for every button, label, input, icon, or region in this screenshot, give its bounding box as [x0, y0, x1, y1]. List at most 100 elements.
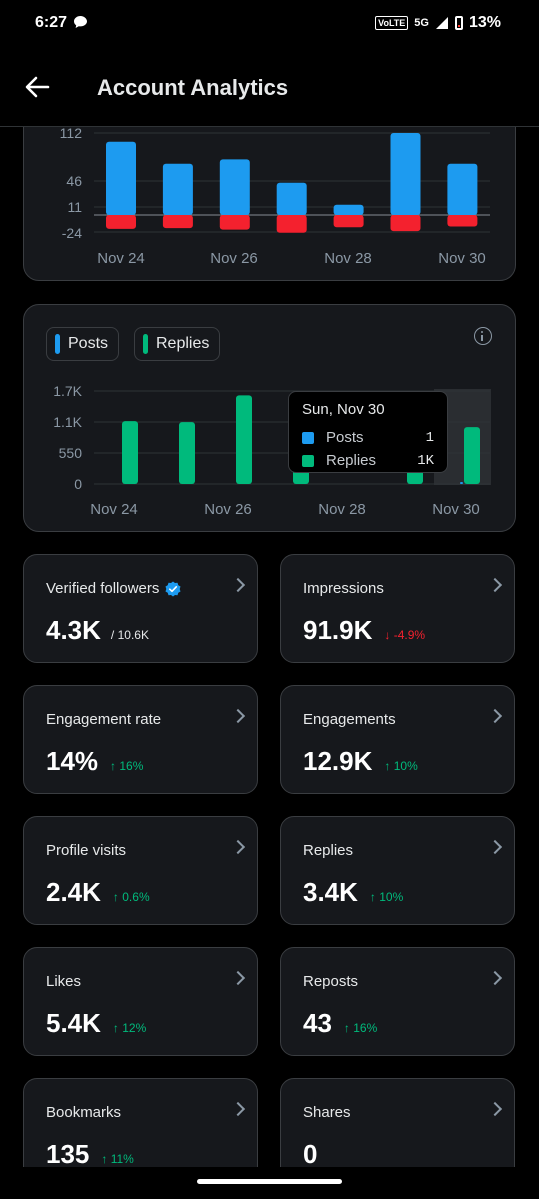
replies-bar — [122, 421, 138, 484]
metric-label: Profile visits — [46, 842, 127, 859]
metric-delta: ↑ 0.6% — [112, 890, 150, 904]
metric-value-row: 135 ↑ 11% — [46, 1139, 134, 1170]
app-bar: Account Analytics — [0, 48, 539, 127]
chevron-right-icon — [487, 1101, 503, 1117]
metric-value-row: 91.9K ↓ -4.9% — [303, 615, 425, 646]
x-tick-nov28: Nov 28 — [324, 250, 372, 267]
tooltip-replies-label: Replies — [326, 452, 377, 469]
metric-value-row: 4.3K / 10.6K — [46, 615, 149, 646]
metric-sub-value: / 10.6K — [110, 628, 149, 642]
posts-replies-chart-card: Posts Replies 1.7K 1.1K 550 0 Nov 24 Nov… — [23, 304, 516, 532]
x-tick-nov26: Nov 26 — [210, 250, 258, 267]
tooltip-posts-row: Posts 1 — [302, 426, 434, 449]
clock: 6:27 — [35, 14, 68, 31]
positive-bar — [447, 163, 478, 215]
negative-bar — [333, 215, 364, 228]
volte-indicator: VoLTE — [375, 16, 409, 30]
metric-card-engagements[interactable]: Engagements 12.9K ↑ 10% — [280, 685, 515, 794]
y-tick-1.1k: 1.1K — [53, 414, 82, 430]
metric-value-row: 12.9K ↑ 10% — [303, 746, 418, 777]
metric-label: Bookmarks — [46, 1104, 122, 1121]
metric-value: 14% — [46, 746, 99, 776]
y-tick-550: 550 — [59, 445, 83, 461]
positive-bar — [333, 204, 364, 215]
metric-card-likes[interactable]: Likes 5.4K ↑ 12% — [23, 947, 258, 1056]
y-tick-0: 0 — [74, 476, 82, 492]
tooltip-replies-row: Replies 1K — [302, 449, 434, 472]
metric-card-impressions[interactable]: Impressions 91.9K ↓ -4.9% — [280, 554, 515, 663]
y-tick-1.7k: 1.7K — [53, 383, 82, 399]
tooltip-date: Sun, Nov 30 — [302, 401, 385, 418]
metric-value: 2.4K — [46, 877, 101, 907]
info-icon[interactable] — [474, 327, 492, 345]
back-arrow-icon[interactable] — [22, 72, 52, 102]
chart-tooltip: Sun, Nov 30 Posts 1 Replies 1K — [288, 391, 448, 473]
chevron-right-icon — [230, 1101, 246, 1117]
chevron-right-icon — [230, 577, 246, 593]
metric-label: Engagements — [303, 711, 396, 728]
metric-value-row: 0 — [303, 1139, 317, 1170]
tooltip-posts-swatch — [302, 431, 314, 444]
metric-value: 0 — [303, 1139, 318, 1169]
chevron-right-icon — [487, 839, 503, 855]
positive-bar — [276, 182, 307, 215]
metric-label: Reposts — [303, 973, 359, 990]
metric-label: Likes — [46, 973, 82, 990]
replies-bar — [464, 427, 480, 484]
metric-delta: ↑ 16% — [110, 759, 144, 773]
tooltip-replies-swatch — [302, 454, 314, 467]
replies-color-swatch — [143, 334, 148, 354]
metric-label: Shares — [303, 1104, 351, 1121]
posts-bar — [460, 482, 463, 484]
metric-card-engagement-rate[interactable]: Engagement rate 14% ↑ 16% — [23, 685, 258, 794]
metric-delta: ↑ 16% — [343, 1021, 378, 1035]
signal-icon — [435, 17, 448, 29]
x-tick-nov28: Nov 28 — [318, 501, 366, 518]
chevron-right-icon — [230, 970, 246, 986]
metric-label: Impressions — [303, 580, 384, 597]
y-tick-neg24: -24 — [62, 225, 82, 241]
top-bar-chart[interactable]: 112 46 11 -24 Nov 24 Nov 26 Nov 28 Nov 3… — [24, 101, 515, 280]
message-notification-icon — [73, 15, 88, 34]
negative-bar — [390, 215, 421, 232]
metric-label: Engagement rate — [46, 711, 162, 728]
metric-card-verified-followers[interactable]: Verified followers 4.3K / 10.6K — [23, 554, 258, 663]
metric-label: Replies — [303, 842, 354, 859]
legend-replies-toggle[interactable]: Replies — [134, 327, 221, 361]
tooltip-replies-value: 1K — [417, 452, 434, 469]
legend-posts-label: Posts — [68, 335, 109, 352]
replies-bar — [179, 422, 195, 484]
negative-bar — [106, 215, 136, 229]
x-tick-nov26: Nov 26 — [204, 501, 252, 518]
legend-posts-toggle[interactable]: Posts — [46, 327, 120, 361]
metric-card-profile-visits[interactable]: Profile visits 2.4K ↑ 0.6% — [23, 816, 258, 925]
metric-label: Verified followers — [46, 580, 160, 597]
impressions-chart-card: 112 46 11 -24 Nov 24 Nov 26 Nov 28 Nov 3… — [23, 100, 516, 281]
metric-value: 3.4K — [303, 877, 358, 907]
posts-color-swatch — [55, 334, 60, 354]
x-tick-nov30: Nov 30 — [438, 250, 486, 267]
positive-bar — [219, 159, 250, 215]
y-tick-46: 46 — [66, 173, 82, 189]
x-tick-nov24: Nov 24 — [97, 250, 145, 267]
battery-icon — [454, 16, 463, 30]
negative-bar — [447, 215, 478, 227]
positive-bar — [390, 132, 421, 215]
signal-label: 5G — [414, 17, 429, 29]
metric-label-row: Verified followers — [46, 580, 181, 597]
negative-bar — [276, 215, 307, 233]
metric-value: 4.3K — [46, 615, 101, 645]
metric-delta: ↑ 11% — [101, 1152, 134, 1166]
metric-delta: ↓ -4.9% — [384, 628, 426, 642]
positive-bar — [106, 141, 136, 215]
metric-value: 43 — [303, 1008, 332, 1038]
metric-value: 5.4K — [46, 1008, 101, 1038]
home-gesture-handle[interactable] — [197, 1179, 342, 1184]
verified-badge-icon — [165, 581, 181, 596]
metric-card-reposts[interactable]: Reposts 43 ↑ 16% — [280, 947, 515, 1056]
metric-delta: ↑ 10% — [384, 759, 418, 773]
metric-value: 135 — [46, 1139, 90, 1169]
metric-value: 12.9K — [303, 746, 373, 776]
tooltip-posts-label: Posts — [326, 429, 364, 446]
metric-card-replies[interactable]: Replies 3.4K ↑ 10% — [280, 816, 515, 925]
